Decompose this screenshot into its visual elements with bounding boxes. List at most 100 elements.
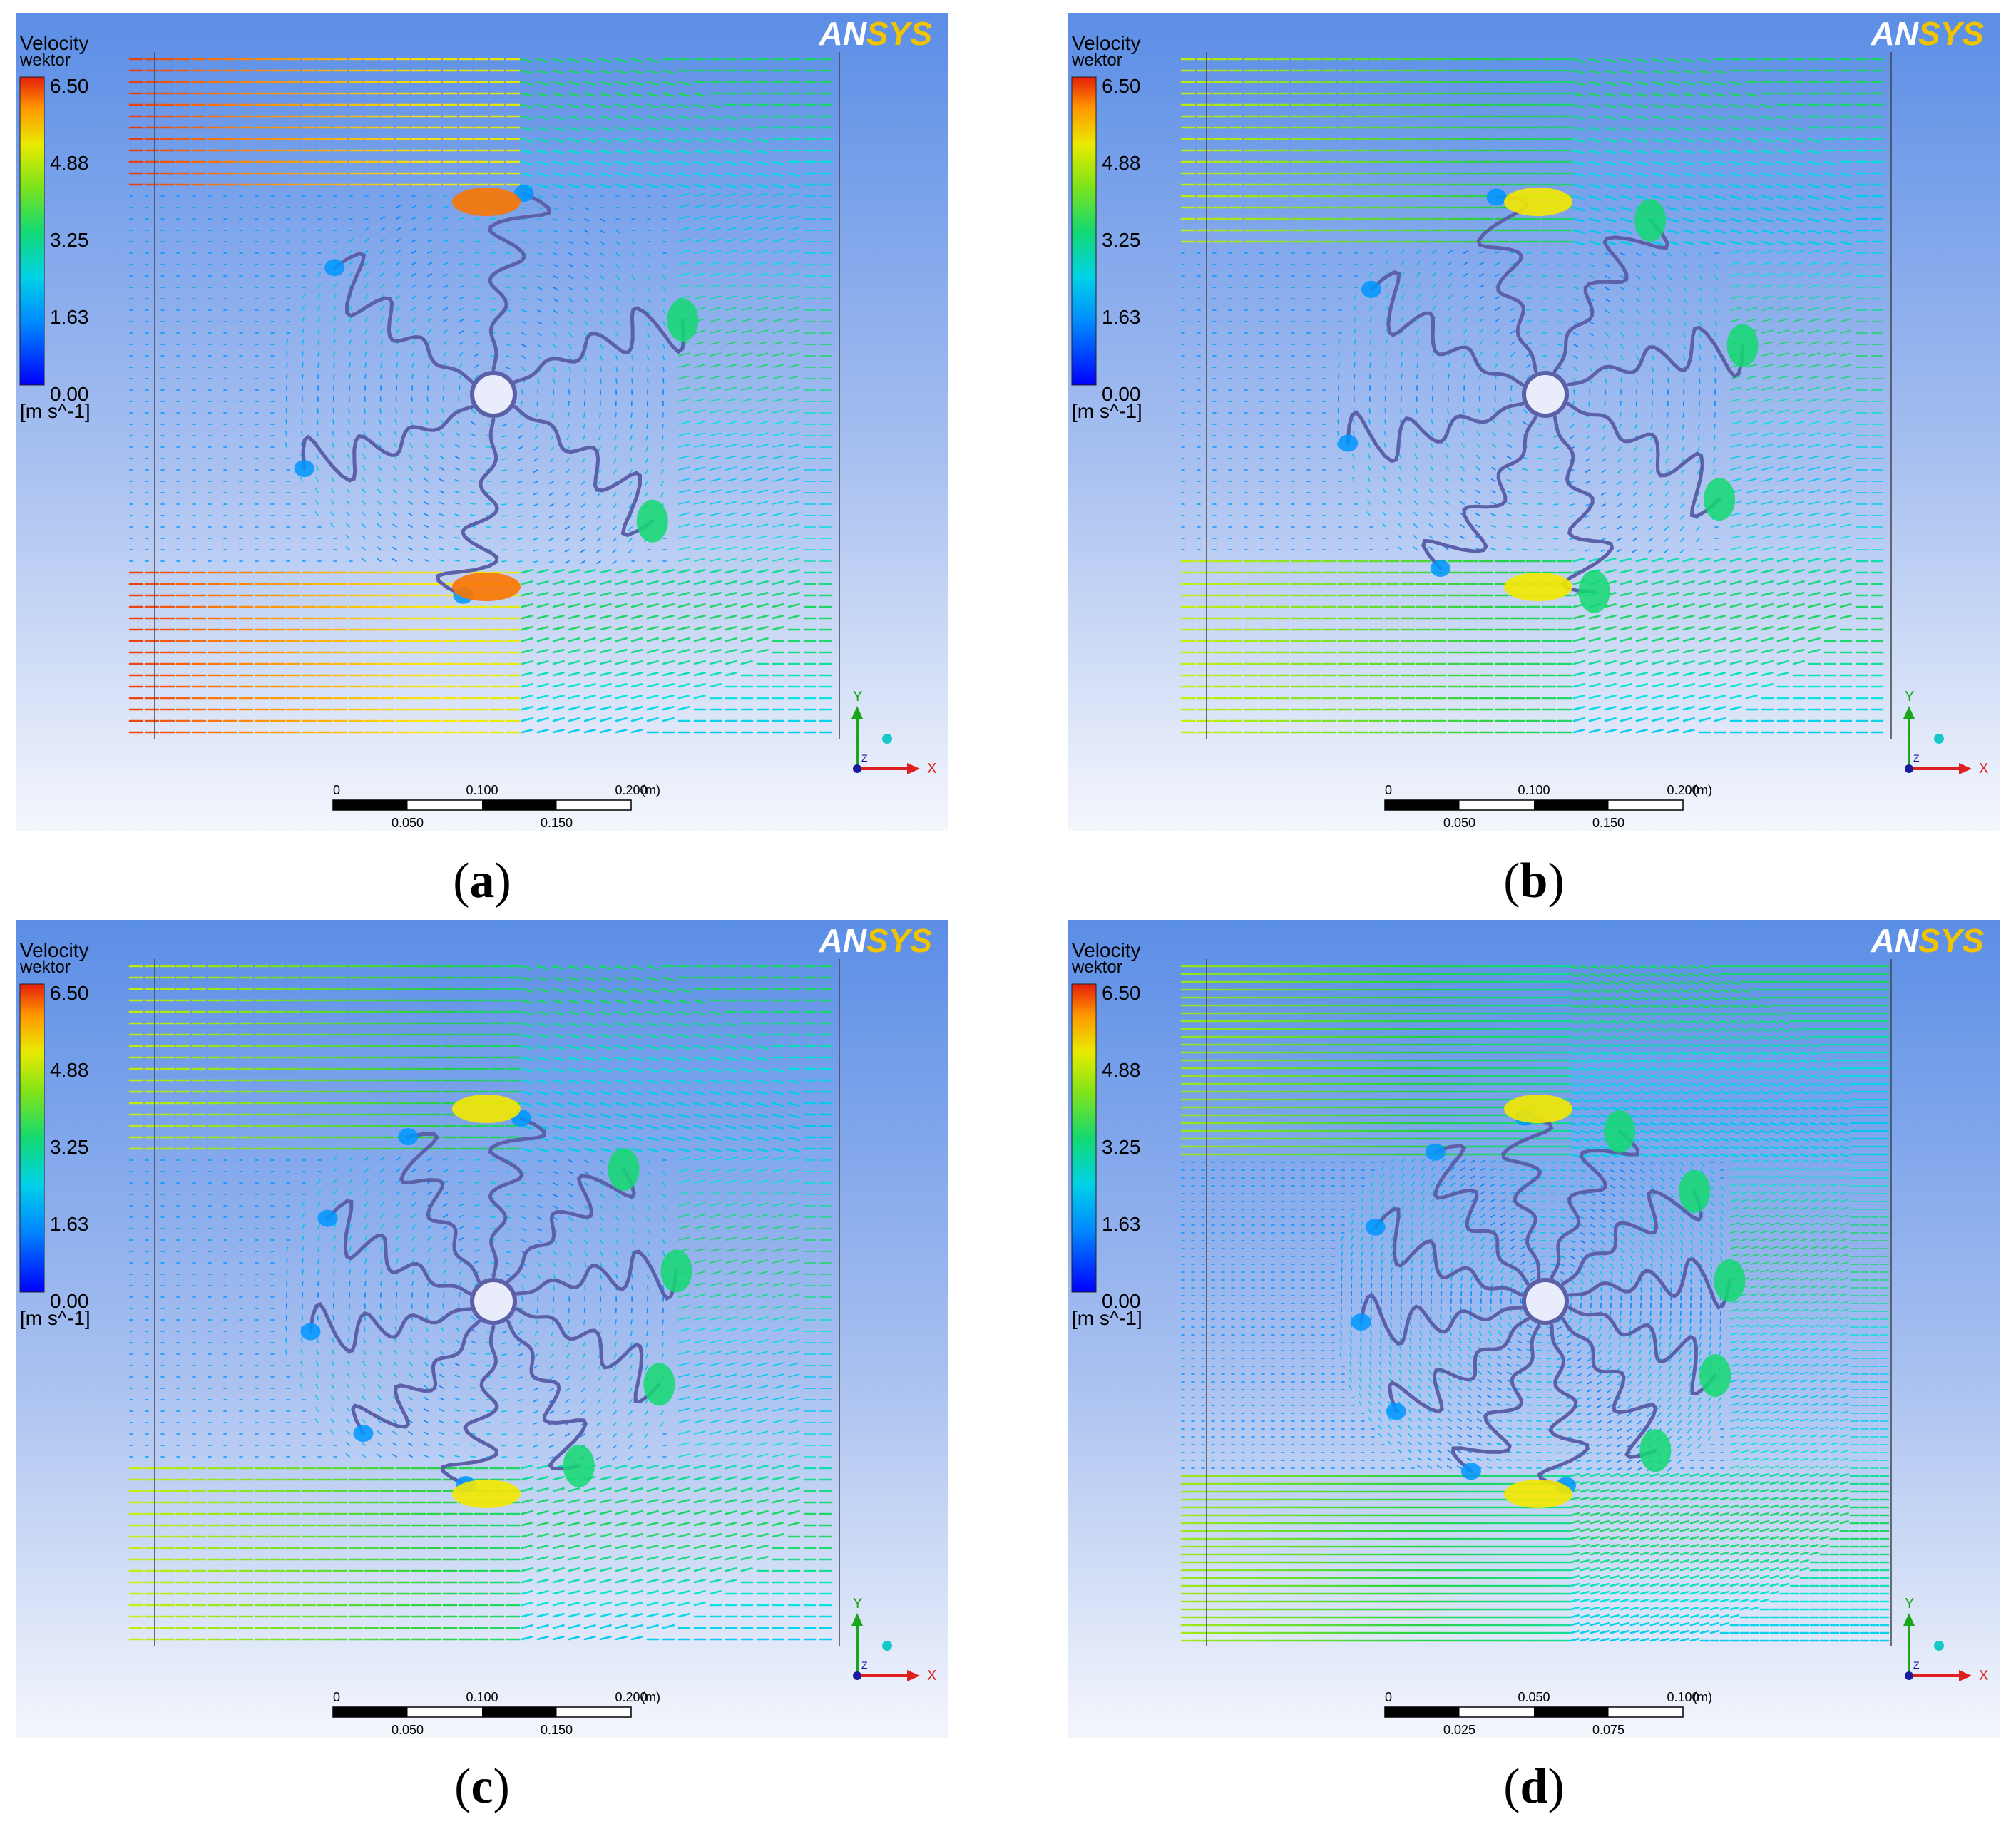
velocity-vector	[565, 515, 570, 518]
velocity-vector	[615, 138, 628, 143]
velocity-vector	[1445, 466, 1449, 471]
velocity-vector	[377, 500, 382, 505]
velocity-vector	[377, 535, 382, 539]
velocity-vector	[725, 126, 737, 132]
velocity-vector	[678, 421, 690, 425]
scale-bar-top-label: 0.200	[615, 783, 647, 797]
velocity-vector	[1337, 419, 1339, 425]
velocity-vector	[1495, 362, 1498, 368]
velocity-vector	[396, 227, 401, 231]
velocity-vector	[1588, 115, 1601, 121]
velocity-vector	[1793, 421, 1805, 425]
velocity-vector	[757, 523, 769, 528]
velocity-vector	[443, 228, 449, 231]
velocity-vector	[1792, 172, 1805, 178]
velocity-vector	[678, 238, 690, 242]
velocity-vector	[662, 682, 675, 688]
velocity-vector	[677, 160, 690, 166]
velocity-vector	[1682, 160, 1695, 166]
velocity-vector	[583, 183, 596, 189]
velocity-vector	[725, 648, 737, 654]
velocity-vector	[1413, 535, 1418, 539]
velocity-vector	[757, 341, 769, 345]
velocity-vector	[411, 351, 415, 357]
velocity-vector	[1604, 229, 1617, 235]
velocity-vector	[459, 363, 463, 368]
velocity-vector	[599, 603, 612, 608]
velocity-vector	[1667, 264, 1672, 268]
velocity-vector	[553, 264, 558, 267]
velocity-vector	[1604, 115, 1617, 121]
velocity-vector	[346, 511, 350, 516]
velocity-vector	[1745, 138, 1758, 143]
velocity-vector	[423, 536, 429, 539]
velocity-vector	[537, 321, 542, 324]
velocity-vector	[1589, 367, 1592, 372]
velocity-vector	[584, 275, 589, 280]
velocity-vector	[1761, 217, 1774, 223]
velocity-vector	[741, 364, 753, 368]
velocity-vector	[1840, 421, 1852, 425]
velocity-vector	[380, 227, 385, 231]
velocity-vector	[1604, 92, 1617, 98]
velocity-vector	[1793, 489, 1805, 493]
velocity-vector	[1617, 469, 1622, 474]
velocity-vector	[693, 637, 706, 642]
velocity-vector	[1652, 264, 1657, 268]
velocity-vector	[1401, 283, 1405, 288]
velocity-vector	[1729, 229, 1742, 235]
velocity-vector	[741, 329, 753, 334]
velocity-vector	[568, 694, 580, 700]
legend-colorbar	[19, 76, 45, 386]
velocity-vector	[1416, 351, 1419, 357]
velocity-vector	[1490, 478, 1496, 482]
velocity-vector	[1761, 364, 1774, 368]
velocity-vector	[1682, 69, 1695, 75]
velocity-vector	[709, 138, 722, 143]
velocity-vector	[662, 568, 675, 574]
velocity-vector	[1619, 412, 1622, 418]
velocity-vector	[788, 466, 800, 471]
rotor-hub	[470, 371, 517, 418]
velocity-vector	[662, 126, 675, 132]
velocity-vector	[1383, 465, 1386, 471]
velocity-vector	[1730, 466, 1742, 471]
velocity-vector	[549, 458, 554, 462]
velocity-vector	[646, 81, 659, 86]
velocity-vector	[694, 215, 706, 220]
velocity-vector	[1635, 81, 1648, 86]
velocity-vector	[1823, 217, 1836, 223]
velocity-vector	[380, 317, 384, 322]
velocity-vector	[1823, 172, 1836, 178]
velocity-vector	[1729, 580, 1742, 585]
velocity-vector	[772, 568, 784, 574]
velocity-vector	[1824, 284, 1836, 288]
velocity-vector	[757, 489, 769, 493]
velocity-vector	[1714, 568, 1726, 574]
velocity-vector	[1839, 229, 1852, 235]
velocity-vector	[1429, 488, 1433, 493]
velocity-vector	[1354, 305, 1357, 311]
velocity-vector	[1714, 149, 1726, 155]
velocity-vector	[1808, 183, 1821, 189]
velocity-vector	[331, 454, 334, 459]
velocity-vector	[285, 442, 287, 448]
velocity-vector	[364, 283, 369, 288]
velocity-vector	[552, 603, 565, 608]
velocity-vector	[1746, 455, 1758, 459]
velocity-vector	[584, 218, 590, 222]
velocity-vector	[332, 419, 334, 425]
velocity-vector	[612, 526, 617, 531]
velocity-vector	[1510, 352, 1515, 357]
velocity-vector	[1632, 549, 1637, 553]
velocity-vector	[1635, 591, 1648, 597]
velocity-vector	[629, 458, 633, 463]
velocity-vector	[787, 568, 800, 574]
velocity-vector	[1777, 364, 1789, 368]
velocity-vector	[615, 81, 628, 86]
velocity-vector	[443, 340, 448, 345]
velocity-vector	[1793, 409, 1805, 414]
velocity-vector	[757, 204, 769, 208]
velocity-vector	[1588, 206, 1601, 212]
velocity-vector	[757, 295, 769, 299]
